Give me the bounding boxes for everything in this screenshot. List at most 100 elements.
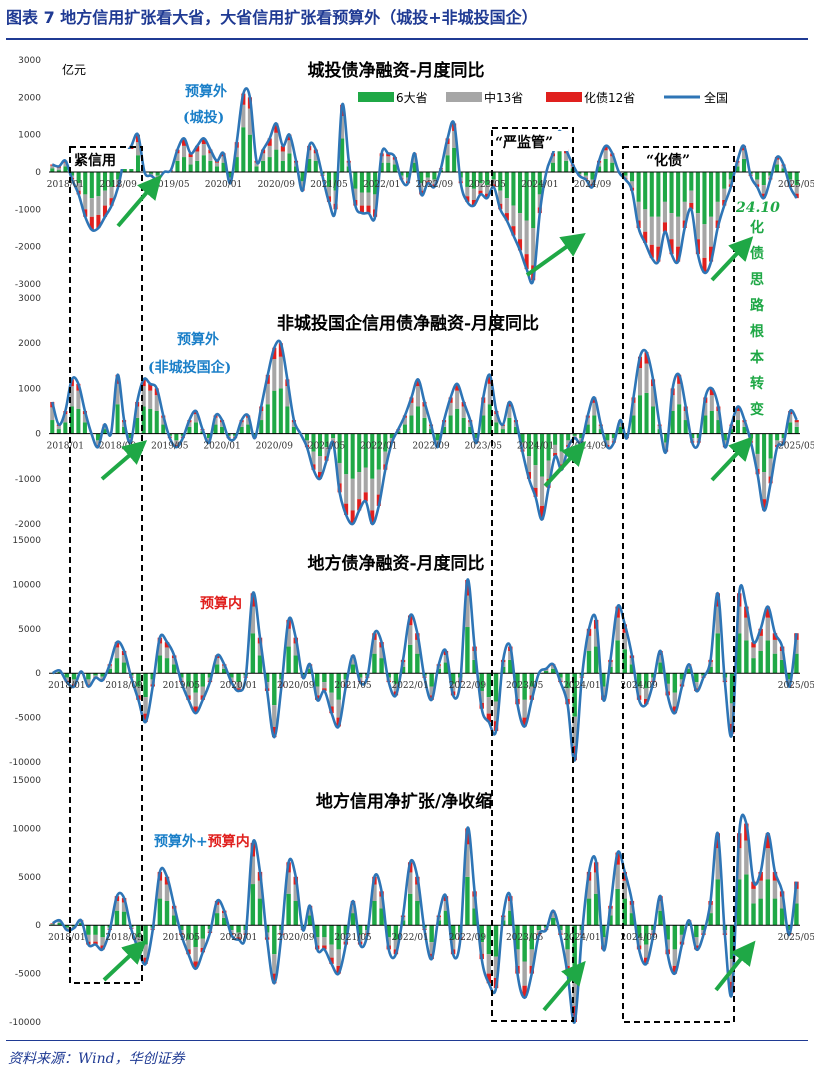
debt-resolution-label-bg — [645, 149, 699, 169]
y-tick-label: 1000 — [18, 131, 41, 141]
bar-thirteen — [121, 654, 127, 663]
bar-thirteen — [651, 386, 656, 407]
x-tick-label: 2022/09 — [449, 681, 487, 691]
bar-six — [608, 915, 613, 926]
trend-arrow-8 — [710, 436, 754, 482]
bar-six — [329, 925, 334, 945]
bar-six — [154, 411, 159, 434]
x-tick-label: 2025/05 — [778, 681, 814, 691]
bar-twelve — [272, 726, 277, 738]
bar-thirteen — [214, 658, 220, 665]
x-tick-label: 2022/01 — [391, 933, 428, 943]
bar-six — [171, 664, 177, 674]
bar-six — [89, 172, 94, 199]
bar-six — [272, 673, 277, 706]
bar-thirteen — [331, 438, 336, 442]
bar-twelve — [407, 615, 413, 626]
bar-six — [69, 406, 74, 434]
bar-six — [409, 415, 414, 434]
bar-thirteen — [214, 904, 220, 914]
bar-six — [157, 898, 163, 926]
bar-thirteen — [236, 682, 241, 689]
bar-six — [708, 913, 713, 926]
bar-six — [200, 925, 205, 939]
bar-thirteen — [623, 175, 628, 179]
bar-thirteen — [121, 902, 127, 912]
bar-six — [386, 673, 391, 678]
annotation-combined-offbudget: 预算外 — [154, 833, 196, 850]
bar-six — [143, 925, 148, 945]
bar-six — [102, 172, 108, 191]
bar-six — [57, 922, 62, 926]
bar-thirteen — [715, 848, 720, 880]
y-tick-label: -5000 — [15, 970, 41, 980]
bar-twelve — [129, 145, 134, 152]
bar-thirteen — [529, 949, 535, 966]
bar-six — [566, 433, 571, 441]
bar-thirteen — [274, 132, 279, 150]
bar-twelve — [188, 153, 193, 158]
bar-thirteen — [412, 156, 417, 163]
bar-thirteen — [553, 444, 558, 454]
annotation-combined-plus: + — [196, 834, 208, 850]
bar-six — [695, 172, 700, 214]
legend-swatch-twelve — [546, 92, 582, 102]
bar-thirteen — [593, 872, 599, 894]
bar-six — [313, 160, 318, 172]
y-tick-label: 0 — [35, 430, 41, 440]
bar-thirteen — [171, 908, 177, 916]
bar-twelve — [336, 965, 341, 974]
bar-thirteen — [208, 153, 213, 161]
bar-twelve — [751, 642, 756, 648]
bar-six — [636, 925, 642, 938]
bar-thirteen — [188, 157, 193, 165]
bar-six — [703, 415, 708, 434]
bar-six — [76, 408, 81, 434]
bar-six — [214, 166, 220, 172]
bar-six — [758, 898, 763, 926]
bar-six — [86, 673, 91, 680]
bar-thirteen — [493, 701, 499, 722]
bar-thirteen — [82, 414, 87, 423]
bar-six — [507, 417, 512, 434]
bar-thirteen — [93, 934, 98, 942]
bar-six — [116, 172, 121, 180]
x-tick-label: 2023/05 — [465, 442, 503, 452]
bar-thirteen — [768, 458, 773, 477]
bar-thirteen — [550, 156, 556, 163]
bar-thirteen — [522, 699, 527, 718]
x-tick-label: 2020/09 — [258, 180, 296, 190]
bar-six — [775, 433, 780, 441]
bar-six — [537, 172, 542, 195]
bar-twelve — [485, 193, 490, 199]
bar-six — [540, 433, 545, 477]
bar-thirteen — [487, 383, 492, 405]
bar-six — [515, 925, 520, 950]
bar-six — [247, 134, 252, 172]
bar-thirteen — [682, 201, 687, 221]
bar-six — [522, 925, 527, 962]
bar-twelve — [533, 487, 538, 497]
bar-thirteen — [285, 386, 290, 407]
bar-six — [226, 433, 231, 436]
bar-six — [515, 673, 520, 689]
bar-six — [526, 433, 532, 457]
bar-six — [96, 172, 101, 197]
bar-six — [415, 653, 420, 674]
bar-twelve — [643, 231, 648, 243]
bar-thirteen — [280, 151, 285, 161]
bar-thirteen — [694, 682, 699, 689]
y-tick-label: 1000 — [18, 384, 41, 394]
legend-label-six: 6大省 — [396, 91, 428, 105]
bar-thirteen — [546, 460, 551, 479]
bar-six — [708, 666, 713, 674]
bar-thirteen — [526, 456, 532, 473]
bar-thirteen — [272, 359, 277, 391]
bar-twelve — [148, 383, 153, 391]
bar-thirteen — [220, 422, 225, 427]
bar-six — [264, 673, 270, 683]
bar-six — [472, 659, 477, 674]
bar-six — [644, 392, 649, 434]
bar-six — [336, 673, 341, 700]
